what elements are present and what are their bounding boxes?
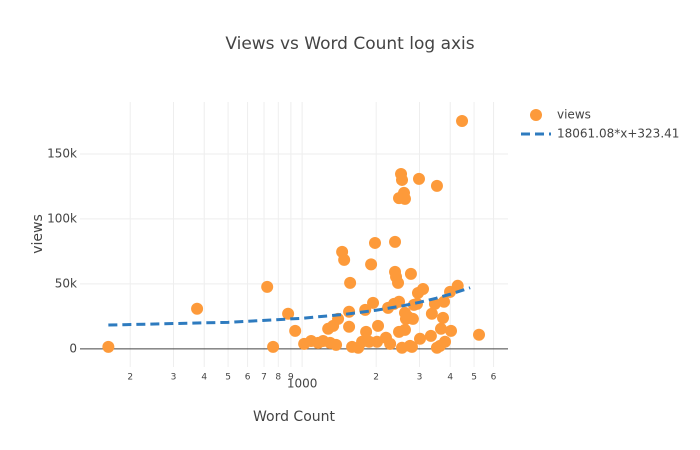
y-tick-label: 150k — [47, 146, 77, 160]
point — [428, 297, 441, 310]
chart-title: Views vs Word Count log axis — [225, 34, 474, 54]
x-tick-label: 8 — [275, 373, 281, 383]
point — [282, 307, 295, 320]
y-axis-title: views — [30, 214, 46, 254]
point — [368, 236, 381, 249]
legend-marker — [530, 109, 542, 121]
point — [406, 312, 419, 325]
y-tick-label: 0 — [69, 341, 77, 355]
x-tick-label: 7 — [261, 373, 267, 383]
legend-label: views — [557, 108, 591, 122]
y-tick-label: 100k — [47, 211, 77, 225]
legend-label: 18061.08*x+323.41 — [557, 127, 679, 141]
point — [412, 172, 425, 185]
point — [360, 325, 373, 338]
point — [413, 332, 426, 345]
point — [456, 114, 469, 127]
point — [451, 279, 464, 292]
point — [398, 323, 411, 336]
x-tick-label: 2 — [127, 373, 133, 383]
point — [102, 340, 115, 353]
point — [404, 267, 417, 280]
point — [392, 276, 405, 289]
point — [330, 338, 343, 351]
x-tick-label: 3 — [171, 373, 177, 383]
point — [343, 320, 356, 333]
x-tick-label: 9 — [288, 373, 294, 383]
x-tick-label: 5 — [471, 373, 477, 383]
point — [438, 295, 451, 308]
point — [396, 173, 409, 186]
point — [344, 276, 357, 289]
x-tick-label: 4 — [447, 373, 453, 383]
point — [389, 235, 402, 248]
point — [365, 258, 378, 271]
x-tick-label: 2 — [373, 373, 379, 383]
point — [437, 311, 450, 324]
point — [405, 340, 418, 353]
grid — [80, 102, 508, 367]
x-tick-label: 6 — [245, 373, 251, 383]
point — [372, 319, 385, 332]
x-tick-label: 3 — [417, 373, 423, 383]
point — [445, 324, 458, 337]
point — [384, 337, 397, 350]
point — [434, 322, 447, 335]
x-tick-label: 6 — [491, 373, 497, 383]
x-tick-label: 5 — [225, 373, 231, 383]
y-tick-label: 50k — [55, 276, 77, 290]
point — [473, 328, 486, 341]
point — [261, 280, 274, 293]
point — [439, 335, 452, 348]
point — [338, 253, 351, 266]
x-tick-label: 1000 — [287, 377, 318, 391]
point — [425, 307, 438, 320]
point — [191, 302, 204, 315]
point — [289, 324, 302, 337]
trend-line — [108, 286, 471, 327]
x-axis-title: Word Count — [253, 409, 336, 425]
point — [371, 335, 384, 348]
point — [393, 192, 406, 205]
x-tick-label: 4 — [201, 373, 207, 383]
point — [367, 296, 380, 309]
point — [417, 283, 430, 296]
point — [430, 179, 443, 192]
point — [424, 329, 437, 342]
point — [267, 340, 280, 353]
